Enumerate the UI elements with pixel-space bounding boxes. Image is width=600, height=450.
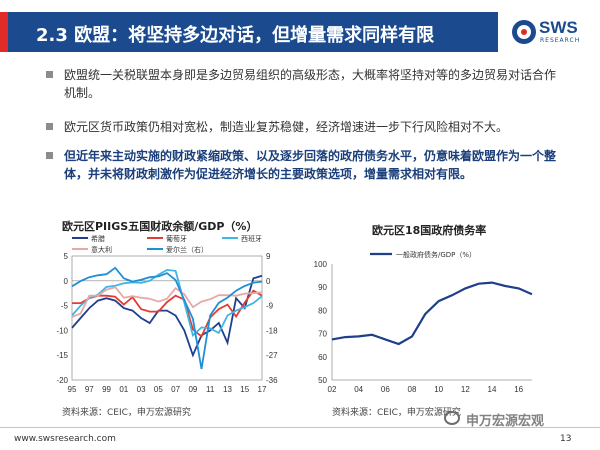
y-right-tick-label: -18 bbox=[266, 326, 278, 335]
title-accent-stripe bbox=[0, 12, 8, 52]
x-tick-label: 01 bbox=[119, 385, 128, 394]
x-tick-label: 07 bbox=[171, 385, 180, 394]
legend-label: 西班牙 bbox=[241, 234, 262, 243]
y-right-tick-label: -9 bbox=[266, 302, 274, 311]
series-line-葡萄牙 bbox=[72, 289, 263, 338]
series-line-爱尔兰（右） bbox=[71, 266, 263, 370]
title-bar bbox=[0, 12, 498, 52]
x-tick-label: 11 bbox=[206, 385, 215, 394]
legend-label: 意大利 bbox=[91, 245, 112, 254]
y-tick-label: 80 bbox=[318, 306, 327, 315]
bullet-marker-icon bbox=[46, 152, 53, 159]
logo-sub: RESEARCH bbox=[540, 37, 581, 44]
bullet-3: 但近年来主动实施的财政紧缩政策、以及逐步回落的政府债务水平，仍意味着欧盟作为一个… bbox=[64, 149, 557, 181]
legend-label: 葡萄牙 bbox=[166, 234, 187, 243]
x-tick-label: 10 bbox=[434, 385, 443, 394]
chart-2-source: 资料来源：CEIC，申万宏源研究 bbox=[332, 408, 461, 418]
y-left-tick-label: 5 bbox=[64, 252, 69, 261]
y-tick-label: 70 bbox=[318, 330, 327, 339]
plot-frame bbox=[71, 255, 263, 381]
bullet-marker-icon bbox=[46, 71, 53, 78]
y-left-tick-label: -20 bbox=[56, 376, 68, 385]
bullet-2: 欧元区货币政策仍相对宽松，制造业复苏稳健，经济增速进一步下行风险相对不大。 bbox=[64, 120, 509, 134]
legend-label: 希腊 bbox=[91, 234, 105, 243]
x-tick-label: 09 bbox=[188, 385, 197, 394]
bullet-1: 欧盟统一关税联盟本身即是多边贸易组织的高级形态，大概率将坚持对等的多边贸易对话合… bbox=[64, 68, 557, 100]
x-tick-label: 12 bbox=[461, 385, 470, 394]
y-left-tick-label: -10 bbox=[56, 326, 68, 335]
x-tick-label: 17 bbox=[258, 385, 267, 394]
series-line-西班牙 bbox=[71, 268, 263, 338]
x-tick-label: 16 bbox=[514, 385, 523, 394]
x-tick-label: 08 bbox=[408, 385, 417, 394]
x-tick-label: 97 bbox=[85, 385, 94, 394]
footer-divider bbox=[0, 427, 600, 428]
logo-name: SWS bbox=[539, 18, 578, 37]
y-right-tick-label: 9 bbox=[266, 252, 271, 261]
y-left-tick-label: -5 bbox=[61, 302, 69, 311]
chart-piigs-fiscal-balance: 5 0 -5 -10 -15 -20 9 0 -9 -18 -27 -36 95 97 99 01 03 05 07… bbox=[56, 234, 278, 394]
y-tick-label: 50 bbox=[318, 376, 327, 385]
y-left-tick-label: -15 bbox=[56, 351, 68, 360]
y-tick-label: 100 bbox=[314, 260, 328, 269]
chart-2-title: 欧元区18国政府债务率 bbox=[372, 224, 487, 237]
chart-1-title: 欧元区PIIGS五国财政余额/GDP（%） bbox=[62, 220, 258, 233]
x-tick-label: 05 bbox=[154, 385, 163, 394]
y-left-tick-label: 0 bbox=[64, 277, 69, 286]
y-right-tick-label: 0 bbox=[266, 277, 271, 286]
y-tick-label: 60 bbox=[318, 353, 327, 362]
sws-logo: SWS RESEARCH bbox=[512, 18, 592, 48]
watermark: 申万宏源宏观 bbox=[466, 414, 545, 429]
wechat-icon bbox=[444, 411, 460, 425]
chart-1-source: 资料来源：CEIC，申万宏源研究 bbox=[62, 408, 191, 418]
x-tick-label: 13 bbox=[223, 385, 232, 394]
page-number: 13 bbox=[560, 434, 572, 444]
footer-url: www.swsresearch.com bbox=[14, 434, 116, 444]
y-tick-label: 90 bbox=[318, 283, 327, 292]
legend-label: 爱尔兰（右） bbox=[166, 245, 208, 254]
x-tick-label: 99 bbox=[102, 385, 111, 394]
x-tick-label: 03 bbox=[137, 385, 146, 394]
x-tick-label: 95 bbox=[68, 385, 77, 394]
y-right-tick-label: -36 bbox=[266, 376, 278, 385]
x-tick-label: 14 bbox=[488, 385, 497, 394]
y-right-tick-label: -27 bbox=[266, 351, 278, 360]
series-line-debt bbox=[331, 281, 533, 346]
page-title: 2.3 欧盟：将坚持多边对话，但增量需求同样有限 bbox=[36, 25, 435, 46]
x-tick-label: 02 bbox=[328, 385, 337, 394]
series-line-希腊 bbox=[71, 274, 263, 358]
bullet-marker-icon bbox=[46, 123, 53, 130]
x-tick-label: 15 bbox=[240, 385, 249, 394]
x-tick-label: 06 bbox=[381, 385, 390, 394]
legend-label: 一般政府债务/GDP（%） bbox=[396, 250, 476, 259]
x-tick-label: 04 bbox=[354, 385, 363, 394]
